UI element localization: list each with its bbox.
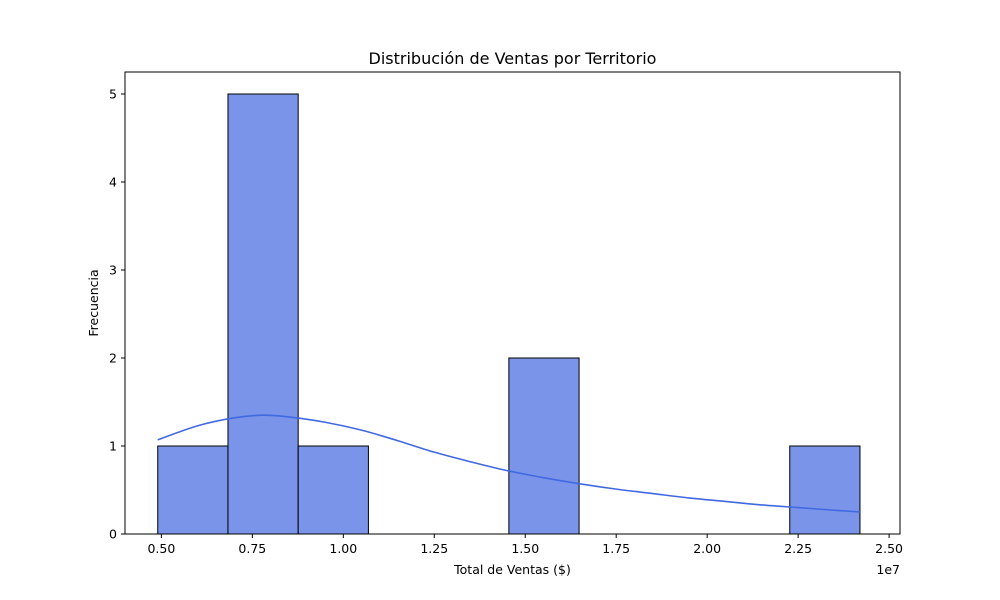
histogram-bar-0 xyxy=(157,445,229,535)
x-tick-label: 1.50 xyxy=(511,541,539,556)
bars-group xyxy=(157,93,861,535)
y-tick-label: 1 xyxy=(109,439,117,454)
histogram-bar-2 xyxy=(297,445,369,535)
y-tick-label: 3 xyxy=(109,263,117,278)
histogram-bar-5 xyxy=(508,357,580,535)
kde-line xyxy=(157,414,861,513)
x-tick-label: 0.75 xyxy=(238,541,266,556)
x-tick-label: 2.25 xyxy=(784,541,812,556)
x-tick-label: 1.00 xyxy=(329,541,357,556)
y-tick-label: 0 xyxy=(109,527,117,542)
x-offset-label: 1e7 xyxy=(876,562,900,577)
plot-frame xyxy=(124,71,901,535)
histogram-bar-1 xyxy=(227,93,299,535)
y-axis-ticks: 0 1 2 3 4 5 xyxy=(109,87,125,542)
y-axis-label: Frecuencia xyxy=(86,269,101,336)
chart-title: Distribución de Ventas por Territorio xyxy=(369,49,657,68)
x-tick-label: 2.00 xyxy=(693,541,721,556)
histogram-bar-9 xyxy=(789,445,861,535)
y-tick-label: 4 xyxy=(109,175,117,190)
x-tick-label: 1.25 xyxy=(420,541,448,556)
x-tick-label: 0.50 xyxy=(147,541,175,556)
x-axis-ticks: 0.50 0.75 1.00 1.25 1.50 1.75 2.00 2.25 2.50 xyxy=(147,534,903,556)
x-axis-label: Total de Ventas ($) xyxy=(453,562,571,577)
x-tick-label: 1.75 xyxy=(602,541,630,556)
y-tick-label: 5 xyxy=(109,87,117,102)
y-tick-label: 2 xyxy=(109,351,117,366)
x-tick-label: 2.50 xyxy=(875,541,903,556)
